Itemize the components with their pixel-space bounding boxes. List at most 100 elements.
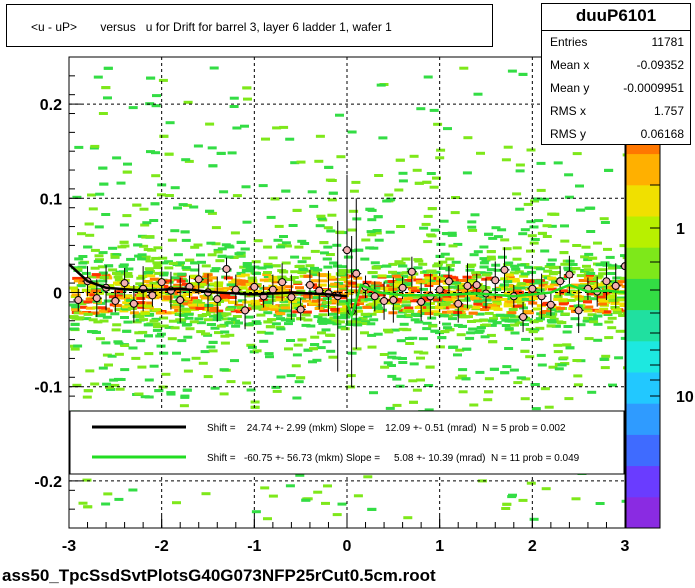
color-scale-cell xyxy=(626,153,660,186)
density-cell xyxy=(74,257,84,261)
density-cell xyxy=(595,263,605,267)
density-cell xyxy=(535,288,545,292)
density-cell xyxy=(265,355,274,359)
density-cell xyxy=(468,311,478,315)
density-cell xyxy=(370,281,380,285)
density-cell xyxy=(542,224,552,228)
density-cell xyxy=(144,267,154,271)
density-cell xyxy=(253,239,263,243)
density-cell xyxy=(294,380,304,384)
density-cell xyxy=(300,242,310,245)
density-cell xyxy=(525,355,535,359)
density-cell xyxy=(562,330,572,334)
density-cell xyxy=(410,299,420,303)
density-cell xyxy=(488,319,498,323)
density-cell xyxy=(259,278,269,282)
density-cell xyxy=(536,161,546,165)
density-cell xyxy=(424,408,434,412)
density-cell xyxy=(354,248,364,252)
density-cell xyxy=(181,238,191,242)
density-cell xyxy=(71,293,81,297)
density-cell xyxy=(295,473,305,477)
density-cell xyxy=(513,381,523,385)
density-cell xyxy=(226,380,236,384)
density-cell xyxy=(240,247,250,251)
density-cell xyxy=(120,316,129,319)
density-cell xyxy=(608,383,617,387)
profile-point xyxy=(407,267,416,276)
density-cell xyxy=(251,320,261,324)
density-cell xyxy=(252,349,262,353)
density-cell xyxy=(521,337,531,341)
density-cell xyxy=(424,284,434,287)
density-cell xyxy=(210,326,220,330)
density-cell xyxy=(470,213,480,217)
density-cell xyxy=(176,279,186,283)
profile-point xyxy=(129,299,138,308)
density-cell xyxy=(90,266,100,270)
density-cell xyxy=(372,300,382,303)
density-cell xyxy=(410,289,420,293)
density-cell xyxy=(322,340,332,344)
density-cell xyxy=(593,338,603,342)
density-cell xyxy=(455,348,465,352)
color-scale-cell xyxy=(626,403,660,435)
density-cell xyxy=(97,306,107,310)
density-cell xyxy=(69,315,79,319)
density-cell xyxy=(119,223,129,227)
density-cell xyxy=(228,281,238,285)
density-cell xyxy=(219,392,229,396)
density-cell xyxy=(136,301,146,305)
density-cell xyxy=(128,346,138,350)
density-cell xyxy=(185,327,195,331)
density-cell xyxy=(159,316,169,320)
density-cell xyxy=(279,304,289,308)
density-cell xyxy=(256,313,266,317)
density-cell xyxy=(434,306,444,310)
density-cell xyxy=(368,302,378,306)
density-cell xyxy=(112,253,122,257)
density-cell xyxy=(246,343,256,347)
density-cell xyxy=(532,281,542,285)
density-cell xyxy=(98,271,108,275)
density-cell xyxy=(190,268,200,272)
density-cell xyxy=(295,286,304,290)
density-cell xyxy=(364,298,374,302)
density-cell xyxy=(329,299,339,303)
density-cell xyxy=(286,374,296,378)
density-cell xyxy=(486,250,496,254)
density-cell xyxy=(193,243,203,247)
stat-label: Entries xyxy=(550,35,588,49)
density-cell xyxy=(184,316,194,320)
density-cell xyxy=(286,278,296,281)
density-cell xyxy=(554,367,564,371)
density-cell xyxy=(473,319,483,323)
density-cell xyxy=(535,267,545,271)
density-cell xyxy=(236,282,246,286)
density-cell xyxy=(158,256,168,260)
density-cell xyxy=(252,271,261,275)
density-cell xyxy=(387,351,397,355)
density-cell xyxy=(319,309,329,313)
density-cell xyxy=(503,287,513,291)
profile-point xyxy=(92,294,101,303)
density-cell xyxy=(168,261,178,265)
color-scale-cell xyxy=(626,278,660,311)
density-cell xyxy=(377,274,387,278)
density-cell xyxy=(98,309,108,313)
density-cell xyxy=(556,306,566,310)
file-name-footer: ass50_TpcSsdSvtPlotsG40G073NFP25rCut0.5c… xyxy=(2,566,436,585)
density-cell xyxy=(372,229,382,232)
density-cell xyxy=(144,352,154,356)
density-cell xyxy=(493,295,503,299)
density-cell xyxy=(274,224,284,228)
fit-line-green xyxy=(345,283,626,321)
density-cell xyxy=(599,217,609,221)
density-cell xyxy=(236,240,246,244)
density-cell xyxy=(471,305,481,309)
density-cell xyxy=(403,516,413,520)
density-cell xyxy=(427,234,437,238)
density-cell xyxy=(211,226,221,230)
density-cell xyxy=(589,320,599,324)
density-cell xyxy=(512,288,522,292)
